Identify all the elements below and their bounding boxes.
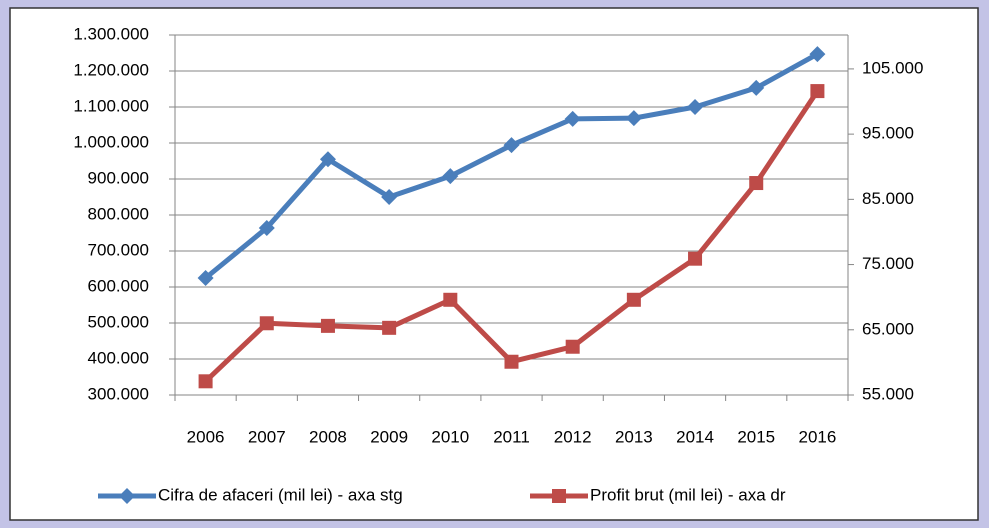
y-tick-label: 700.000 <box>88 240 149 259</box>
y-tick-label: 900.000 <box>88 168 149 187</box>
marker <box>381 189 398 205</box>
marker <box>625 110 642 127</box>
marker <box>749 176 764 191</box>
marker <box>626 292 641 307</box>
marker <box>565 339 580 354</box>
marker <box>258 219 275 236</box>
marker <box>320 318 335 333</box>
y-tick-label: 300.000 <box>88 384 149 403</box>
marker <box>197 270 214 286</box>
legend-marker <box>119 488 135 504</box>
x-tick-label: 2008 <box>309 427 347 446</box>
y2-tick-label: 85.000 <box>862 189 914 208</box>
marker <box>688 251 703 266</box>
y-tick-label: 1.100.000 <box>73 96 149 115</box>
marker <box>809 46 826 63</box>
x-tick-label: 2009 <box>370 427 408 446</box>
marker <box>442 168 459 185</box>
marker <box>198 374 213 389</box>
x-tick-label: 2015 <box>737 427 775 446</box>
marker <box>319 151 336 168</box>
marker <box>382 320 397 335</box>
y2-tick-label: 65.000 <box>862 319 914 338</box>
y-tick-label: 500.000 <box>88 312 149 331</box>
legend-label: Cifra de afaceri (mil lei) - axa stg <box>158 485 403 504</box>
x-tick-label: 2012 <box>554 427 592 446</box>
marker <box>504 354 519 369</box>
marker <box>810 84 825 99</box>
x-tick-label: 2011 <box>493 427 530 446</box>
marker <box>687 99 704 115</box>
marker <box>748 79 765 96</box>
marker <box>443 292 458 307</box>
y-tick-label: 600.000 <box>88 276 149 295</box>
y-tick-label: 400.000 <box>88 348 149 367</box>
y2-tick-label: 75.000 <box>862 254 914 273</box>
y-tick-label: 1.000.000 <box>73 132 149 151</box>
y2-tick-label: 55.000 <box>862 384 914 403</box>
x-tick-label: 2006 <box>187 427 225 446</box>
y-tick-label: 1.300.000 <box>73 24 149 43</box>
legend-label: Profit brut (mil lei) - axa dr <box>590 485 786 504</box>
y-tick-label: 1.200.000 <box>73 60 149 79</box>
y2-tick-label: 95.000 <box>862 124 914 143</box>
x-tick-label: 2013 <box>615 427 653 446</box>
y2-tick-label: 105.000 <box>862 58 923 77</box>
x-tick-label: 2014 <box>676 427 714 446</box>
marker <box>564 110 581 127</box>
x-tick-label: 2010 <box>431 427 469 446</box>
y-tick-label: 800.000 <box>88 204 149 223</box>
x-tick-label: 2007 <box>248 427 286 446</box>
x-tick-label: 2016 <box>798 427 836 446</box>
marker <box>259 316 274 331</box>
marker <box>503 137 520 154</box>
legend-marker <box>552 489 566 503</box>
